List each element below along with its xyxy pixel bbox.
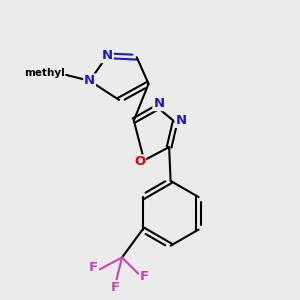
Text: N: N <box>102 49 113 62</box>
Text: F: F <box>140 270 149 283</box>
Text: methyl: methyl <box>24 68 64 78</box>
Text: F: F <box>111 281 120 294</box>
Text: O: O <box>134 155 145 168</box>
Text: F: F <box>89 261 98 274</box>
Text: N: N <box>176 114 187 127</box>
Text: N: N <box>84 74 95 87</box>
Text: N: N <box>153 97 164 110</box>
